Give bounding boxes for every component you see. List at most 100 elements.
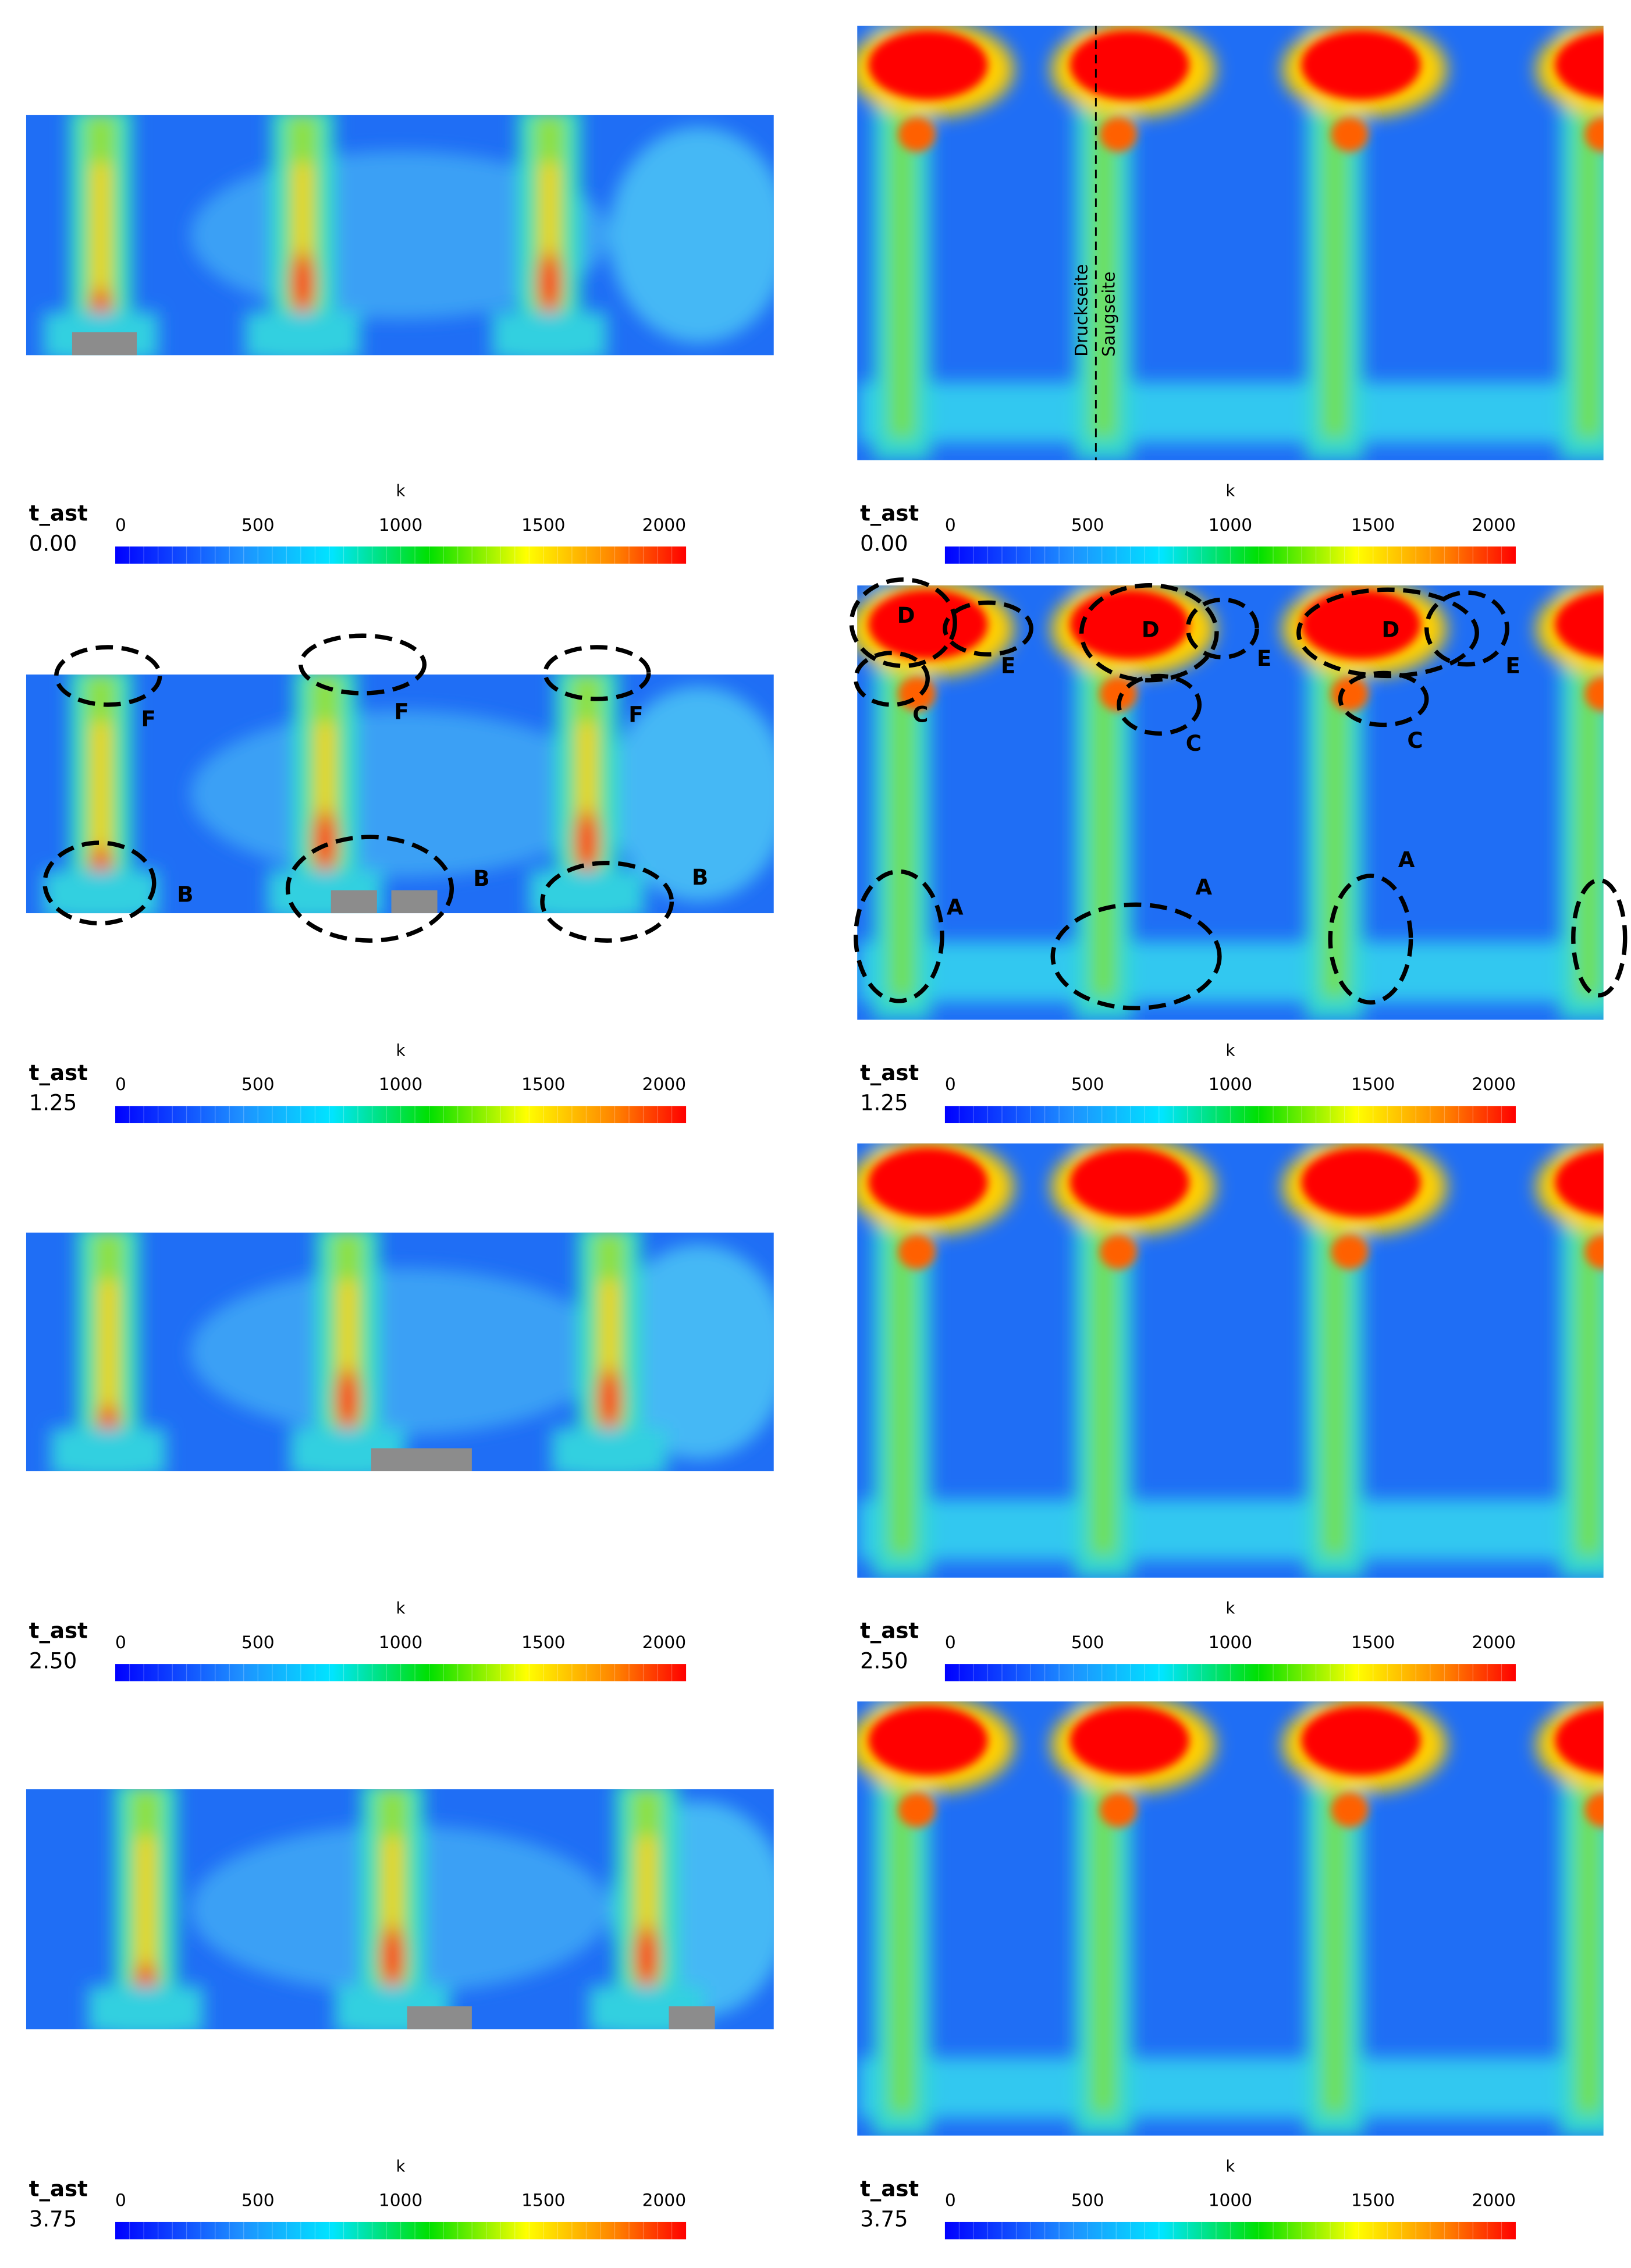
contour-field bbox=[26, 1789, 774, 2029]
field-hot bbox=[868, 590, 1604, 712]
time-value: 3.75 bbox=[29, 2206, 77, 2231]
time-label: t_ast bbox=[29, 501, 88, 526]
field-shading bbox=[43, 115, 774, 356]
colorbar-tick-label: 0 bbox=[115, 2190, 126, 2210]
streak-base bbox=[51, 1428, 166, 1471]
time-label: t_ast bbox=[860, 2176, 919, 2201]
edge-band bbox=[857, 1499, 1604, 1560]
time-label: t_ast bbox=[860, 1060, 919, 1085]
colorbar-tick-label: 1000 bbox=[379, 1632, 422, 1652]
annotation-label: B bbox=[177, 882, 193, 907]
annotation-label: D bbox=[1382, 617, 1400, 643]
blob bbox=[1331, 1793, 1369, 1827]
blob bbox=[1584, 117, 1604, 152]
blob bbox=[868, 590, 988, 659]
blob bbox=[1069, 30, 1189, 100]
time-value: 1.25 bbox=[29, 1091, 77, 1116]
colorbar-tick-label: 1500 bbox=[1351, 1632, 1395, 1652]
dashed-ellipse bbox=[299, 633, 427, 695]
blob bbox=[1069, 1705, 1189, 1776]
blob bbox=[1331, 1234, 1369, 1269]
contour-field bbox=[26, 115, 774, 356]
time-label: t_ast bbox=[29, 1060, 88, 1085]
dashed-ellipse bbox=[849, 577, 957, 668]
hotspot bbox=[314, 810, 337, 874]
colorbar-title: k bbox=[396, 2157, 406, 2175]
streak-base bbox=[43, 870, 159, 914]
dashed-ellipse bbox=[1117, 673, 1202, 736]
hotspot bbox=[635, 1925, 659, 1989]
blob bbox=[1099, 117, 1138, 152]
colorbar-tick-label: 1000 bbox=[1209, 2190, 1252, 2210]
hotspot bbox=[291, 251, 315, 315]
obstacle bbox=[331, 890, 377, 914]
dashed-ellipse bbox=[1338, 670, 1429, 727]
colorbar-tick-label: 500 bbox=[1071, 2190, 1104, 2210]
colorbar-tick-label: 0 bbox=[945, 2190, 956, 2210]
colorbar-tick-label: 2000 bbox=[642, 1074, 686, 1094]
colorbar bbox=[115, 1106, 687, 1123]
colorbar-tick-label: 1000 bbox=[1209, 1632, 1252, 1652]
annotation-label: C bbox=[912, 702, 928, 727]
blob bbox=[868, 30, 988, 100]
blob bbox=[1301, 1148, 1421, 1218]
dashed-ellipse bbox=[1571, 878, 1628, 998]
streak-base bbox=[245, 312, 361, 356]
annotation-label: A bbox=[1398, 847, 1415, 872]
field-hot bbox=[868, 1148, 1604, 1269]
blob bbox=[1301, 590, 1421, 659]
colorbar-tick-label: 0 bbox=[945, 514, 956, 535]
side-label: Saugseite bbox=[1098, 271, 1118, 356]
streak-base bbox=[552, 1428, 667, 1471]
colorbar-tick-label: 0 bbox=[945, 1074, 956, 1094]
colorbar-tick-label: 1000 bbox=[1209, 514, 1252, 535]
colorbar-tick-label: 1500 bbox=[521, 514, 565, 535]
region bbox=[609, 686, 774, 901]
colorbar-tick-label: 500 bbox=[241, 1632, 275, 1652]
colorbar-title: k bbox=[1226, 2157, 1235, 2175]
time-value: 3.75 bbox=[860, 2206, 908, 2231]
dashed-ellipse bbox=[1079, 583, 1219, 683]
colorbar-tick-label: 500 bbox=[1071, 1632, 1104, 1652]
colorbar bbox=[944, 2221, 1516, 2239]
time-value: 2.50 bbox=[860, 1649, 908, 1674]
annotation-label: C bbox=[1186, 731, 1202, 756]
annotation-label: C bbox=[1407, 728, 1423, 753]
blob bbox=[1099, 1793, 1138, 1827]
blob bbox=[1584, 676, 1604, 712]
colorbar-tick-label: 500 bbox=[1071, 1074, 1104, 1094]
colorbar-tick-label: 1500 bbox=[521, 1074, 565, 1094]
colorbar-tick-label: 500 bbox=[1071, 514, 1104, 535]
colorbar-tick-label: 0 bbox=[945, 1632, 956, 1652]
colorbar-tick-label: 2000 bbox=[1472, 514, 1516, 535]
colorbar-title: k bbox=[1226, 1600, 1235, 1618]
field-shading bbox=[88, 1789, 774, 2029]
dashed-ellipse bbox=[540, 860, 674, 943]
dashed-ellipse bbox=[54, 645, 162, 707]
field-shading bbox=[857, 26, 1604, 460]
colorbar-tick-label: 2000 bbox=[642, 2190, 686, 2210]
annotation-label: B bbox=[692, 865, 708, 890]
region bbox=[609, 127, 774, 343]
hotspot bbox=[381, 1925, 404, 1989]
colorbar-tick-label: 1500 bbox=[1351, 514, 1395, 535]
blob bbox=[1555, 590, 1604, 659]
streak-base bbox=[492, 312, 607, 356]
blob bbox=[1584, 1234, 1604, 1269]
region bbox=[609, 1244, 774, 1460]
edge-band bbox=[857, 2057, 1604, 2118]
blob bbox=[1069, 1148, 1189, 1218]
blob bbox=[898, 1793, 936, 1827]
time-label: t_ast bbox=[860, 1619, 919, 1644]
colorbar-tick-label: 2000 bbox=[642, 1632, 686, 1652]
dashed-ellipse bbox=[1328, 874, 1413, 1005]
field-hot bbox=[868, 1705, 1604, 1827]
edge-band bbox=[857, 382, 1604, 443]
contour-field bbox=[857, 26, 1604, 460]
colorbar-tick-label: 1500 bbox=[1351, 2190, 1395, 2210]
colorbar-tick-label: 500 bbox=[241, 2190, 275, 2210]
blob bbox=[1301, 30, 1421, 100]
colorbar-tick-label: 1000 bbox=[379, 1074, 422, 1094]
contour-field bbox=[857, 585, 1604, 1020]
contour-field bbox=[857, 1143, 1604, 1578]
